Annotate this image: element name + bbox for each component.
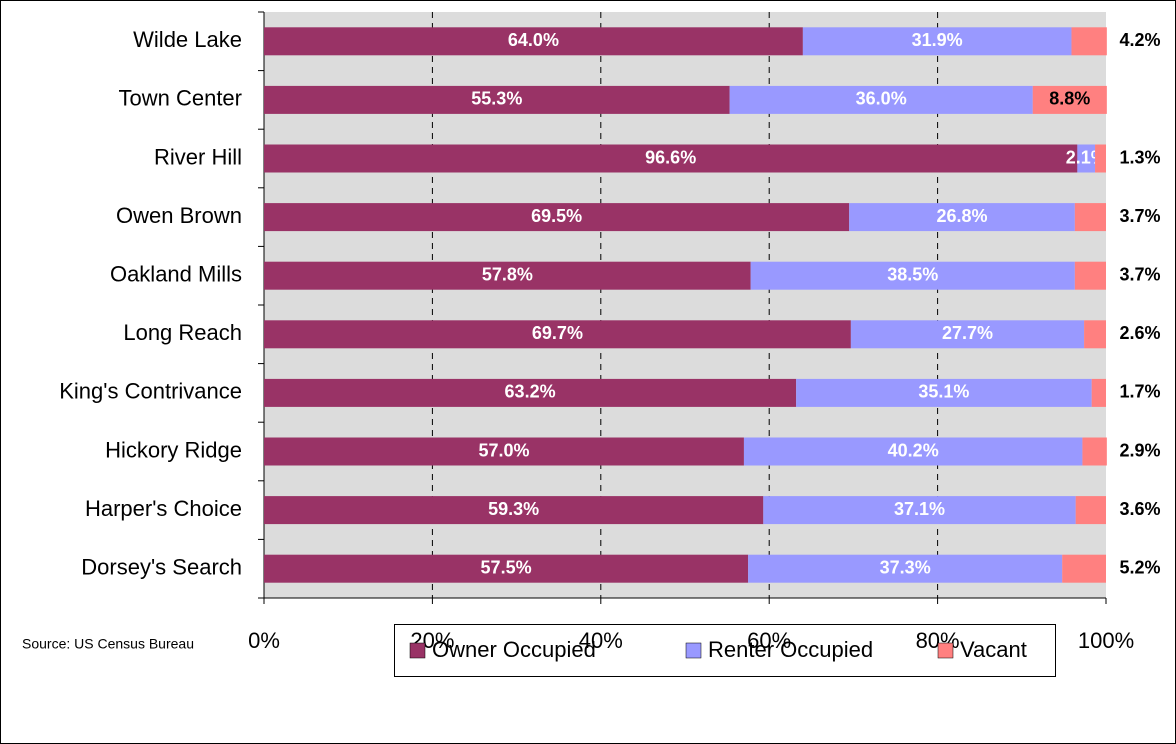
data-label: 27.7%	[942, 323, 993, 343]
y-tick-label: Dorsey's Search	[81, 555, 242, 580]
legend-label: Owner Occupied	[432, 637, 596, 662]
source-note: Source: US Census Bureau	[22, 636, 194, 652]
bar-segment	[1074, 203, 1106, 232]
data-label: 63.2%	[505, 382, 556, 402]
y-tick-label: Wilde Lake	[133, 27, 242, 52]
bar-segment	[1062, 554, 1106, 583]
legend-label: Vacant	[960, 637, 1027, 662]
data-label: 3.7%	[1119, 206, 1160, 226]
bar-segment	[849, 203, 1075, 232]
bar-segment	[729, 85, 1033, 114]
bar-segment	[1077, 144, 1096, 173]
y-tick-label: Long Reach	[123, 320, 242, 345]
data-label: 40.2%	[888, 440, 939, 460]
data-label: 36.0%	[856, 89, 907, 109]
bar-segment	[850, 320, 1085, 349]
data-label: 69.5%	[531, 206, 582, 226]
bar-segment	[264, 554, 749, 583]
bar-segment	[750, 261, 1075, 290]
bar-segment	[1075, 496, 1106, 525]
bar-segment	[264, 437, 744, 466]
data-label: 3.7%	[1119, 264, 1160, 284]
bar-segment	[1074, 261, 1106, 290]
data-label: 2.6%	[1119, 323, 1160, 343]
bar-segment	[1095, 144, 1106, 173]
bar-segment	[264, 203, 850, 232]
data-label: 59.3%	[488, 499, 539, 519]
data-label: 4.2%	[1119, 30, 1160, 50]
data-label: 8.8%	[1049, 89, 1090, 109]
bar-segment	[1032, 85, 1107, 114]
y-tick-label: River Hill	[154, 144, 242, 169]
bar-segment	[1082, 437, 1107, 466]
bar-segment	[264, 261, 751, 290]
legend-swatch	[409, 642, 426, 659]
bar-segment	[743, 437, 1083, 466]
bar-segment	[1091, 378, 1106, 407]
bar-segment	[763, 496, 1076, 525]
x-tick-label: 40%	[579, 628, 623, 653]
y-tick-label: Owen Brown	[116, 203, 242, 228]
y-tick-label: Oakland Mills	[110, 262, 242, 287]
x-tick-label: 100%	[1078, 628, 1134, 653]
bar-segment	[748, 554, 1063, 583]
data-label: 64.0%	[508, 30, 559, 50]
y-tick-label: Hickory Ridge	[105, 437, 242, 462]
y-tick-label: Town Center	[118, 86, 242, 111]
legend-label: Renter Occupied	[708, 637, 873, 662]
data-label: 69.7%	[532, 323, 583, 343]
y-tick-label: Harper's Choice	[85, 496, 242, 521]
data-label: 37.1%	[894, 499, 945, 519]
y-tick-label: King's Contrivance	[59, 379, 242, 404]
bar-segment	[264, 496, 764, 525]
legend-swatch	[685, 642, 702, 659]
data-label: 38.5%	[887, 264, 938, 284]
data-label: 2.9%	[1119, 440, 1160, 460]
bar-segment	[264, 378, 797, 407]
data-label: 5.2%	[1119, 557, 1160, 577]
data-label: 26.8%	[936, 206, 987, 226]
x-tick-label: 60%	[747, 628, 791, 653]
bar-segment	[1071, 27, 1107, 56]
data-label: 37.3%	[880, 557, 931, 577]
x-tick-label: 0%	[248, 628, 280, 653]
data-label: 31.9%	[912, 30, 963, 50]
bar-segment	[264, 85, 730, 114]
data-label: 1.3%	[1119, 147, 1160, 167]
bar-segment	[264, 27, 803, 56]
bar-segment	[796, 378, 1092, 407]
bar-segment	[802, 27, 1072, 56]
data-label: 57.0%	[478, 440, 529, 460]
data-label: 35.1%	[918, 382, 969, 402]
data-label: 3.6%	[1119, 499, 1160, 519]
data-label: 1.7%	[1119, 382, 1160, 402]
bar-segment	[264, 320, 851, 349]
data-label: 55.3%	[471, 89, 522, 109]
bar-segment	[264, 144, 1078, 173]
legend-swatch	[937, 642, 954, 659]
bar-segment	[1084, 320, 1106, 349]
data-label: 57.8%	[482, 264, 533, 284]
data-label: 57.5%	[481, 557, 532, 577]
data-label: 96.6%	[645, 147, 696, 167]
